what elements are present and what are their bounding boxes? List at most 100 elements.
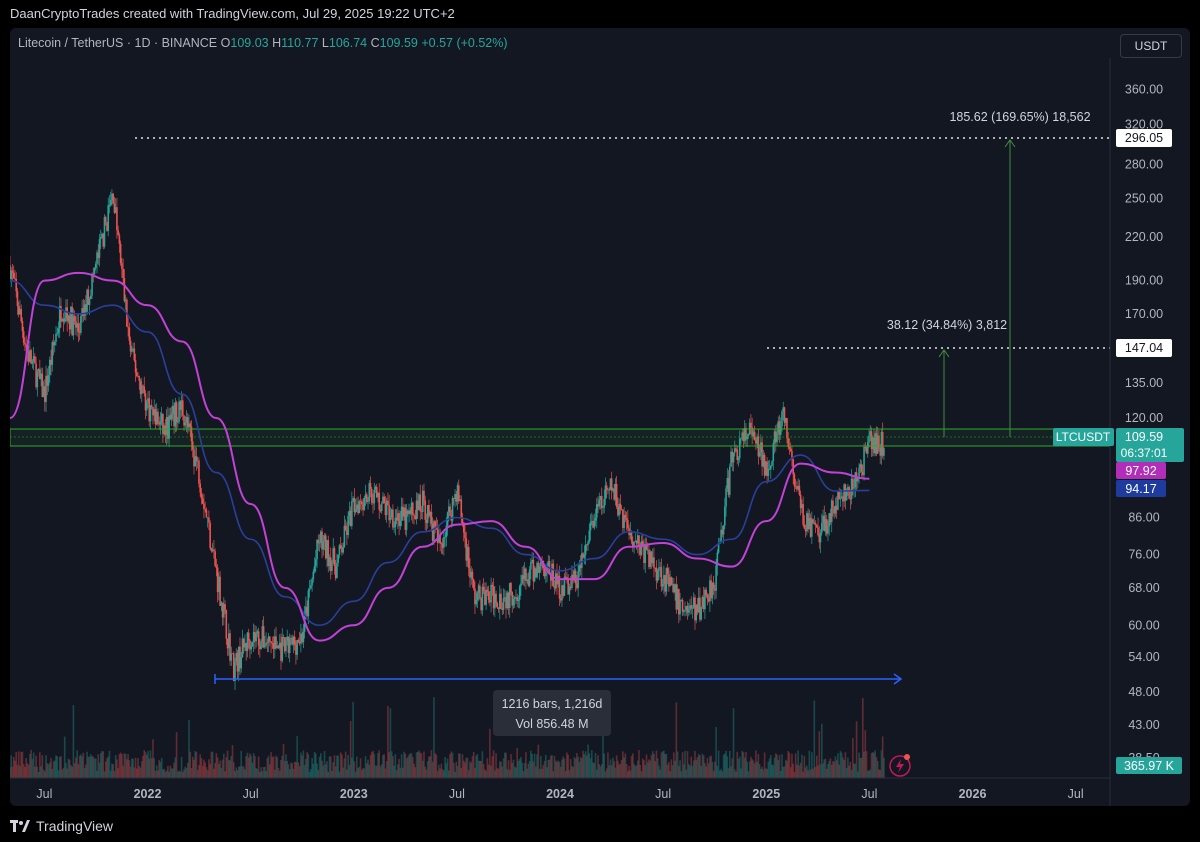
- volume-bar: [438, 764, 440, 778]
- volume-bar: [157, 770, 159, 778]
- volume-bar: [354, 771, 357, 778]
- volume-bar: [78, 755, 81, 778]
- candle-body: [116, 207, 118, 231]
- candle-body: [878, 435, 880, 448]
- volume-bar: [241, 766, 244, 778]
- candle-body: [743, 428, 746, 442]
- volume-bar: [648, 759, 650, 778]
- candle-body: [806, 513, 808, 532]
- candle-body: [525, 568, 527, 582]
- volume-bar: [528, 760, 531, 778]
- candle-body: [177, 421, 179, 423]
- volume-bar: [349, 721, 352, 778]
- candle-body: [625, 518, 628, 521]
- volume-bar: [106, 758, 108, 778]
- volume-bar: [741, 751, 744, 778]
- candle-body: [537, 562, 540, 573]
- lightning-icon[interactable]: [889, 754, 911, 777]
- candle-body: [554, 573, 557, 589]
- level-tag-mid-text: 147.04: [1125, 341, 1163, 355]
- volume-bar: [850, 769, 853, 778]
- candle-body: [593, 520, 596, 528]
- countdown-text: 06:37:01: [1121, 446, 1168, 460]
- volume-bar: [65, 762, 67, 778]
- candle-body: [96, 252, 98, 264]
- candle-body: [351, 501, 353, 526]
- candle-body: [72, 316, 75, 336]
- candle-body: [405, 510, 408, 530]
- candle-body: [807, 513, 809, 530]
- candle-body: [573, 570, 576, 581]
- candle-body: [472, 579, 475, 589]
- candle-body: [201, 498, 204, 504]
- candle-body: [581, 553, 583, 569]
- candle-body: [423, 490, 425, 501]
- time-tick-label: Jul: [1068, 787, 1084, 801]
- volume-bar: [293, 761, 296, 778]
- candle-body: [219, 576, 221, 606]
- currency-button[interactable]: USDT: [1120, 34, 1182, 58]
- time-tick-label: Jul: [243, 787, 259, 801]
- candle-body: [251, 642, 254, 647]
- candle-body: [357, 504, 359, 514]
- candle-body: [148, 398, 151, 422]
- candle-body: [365, 494, 368, 503]
- volume-bar: [61, 769, 64, 778]
- volume-bar: [664, 754, 666, 778]
- candle-body: [829, 513, 832, 523]
- moving-average-slow[interactable]: [10, 271, 870, 642]
- volume-bar: [172, 768, 174, 778]
- volume-bar: [278, 770, 281, 778]
- candle-body: [564, 576, 567, 578]
- volume-bar: [113, 770, 116, 778]
- candle-body: [264, 645, 266, 648]
- volume-bar: [757, 753, 760, 778]
- volume-bar: [866, 770, 869, 778]
- volume-bar: [480, 760, 482, 778]
- candle-body: [250, 646, 252, 650]
- candle-body: [881, 432, 884, 456]
- candle-body: [205, 509, 208, 518]
- price-chart[interactable]: 185.62 (169.65%) 18,562 38.12 (34.84%) 3…: [10, 28, 1190, 806]
- candle-body: [638, 535, 640, 546]
- volume-bar: [277, 767, 280, 778]
- candle-body: [267, 636, 270, 643]
- volume-bar: [11, 766, 14, 778]
- candle-body: [782, 407, 785, 412]
- volume-bar: [679, 760, 681, 778]
- volume-bar: [344, 751, 347, 778]
- price-axis[interactable]: 360.00 320.00 280.00 250.00 220.00 190.00 170.…: [1125, 83, 1163, 765]
- resistance-zone[interactable]: [10, 428, 1111, 447]
- candle-body: [868, 435, 870, 443]
- volume-bar: [271, 756, 274, 778]
- candle-body: [862, 471, 864, 476]
- volume-bar: [203, 759, 205, 778]
- candle-body: [29, 350, 31, 362]
- candle-body: [215, 565, 218, 568]
- time-axis[interactable]: Jul 2022 Jul 2023 Jul 2024 Jul 2025 Jul 2026 Jul: [36, 787, 1083, 801]
- candle-body: [261, 626, 264, 642]
- tradingview-logo[interactable]: TradingView: [10, 812, 113, 840]
- volume-bar: [445, 763, 448, 778]
- candle-body: [574, 570, 577, 584]
- candle-body: [522, 575, 525, 580]
- volume-bar: [644, 765, 647, 778]
- chart-pane[interactable]: 185.62 (169.65%) 18,562 38.12 (34.84%) 3…: [10, 28, 1190, 806]
- volume-bar: [213, 768, 215, 778]
- candle-body: [255, 633, 257, 642]
- volume-bar: [436, 770, 439, 778]
- candle-body: [310, 585, 312, 589]
- candle-body: [641, 541, 644, 546]
- candle-body: [705, 589, 707, 596]
- volume-bar: [112, 764, 114, 778]
- candle-body: [265, 642, 267, 646]
- volume-bar: [242, 766, 245, 778]
- last-price-text: 109.59: [1125, 430, 1163, 444]
- volume-bar: [705, 766, 707, 778]
- volume-bar: [342, 767, 344, 778]
- candle-body: [496, 602, 499, 608]
- volume-bar: [160, 758, 163, 778]
- moving-average-fast[interactable]: [10, 279, 870, 627]
- volume-bar: [837, 753, 839, 778]
- candle-body: [178, 401, 180, 422]
